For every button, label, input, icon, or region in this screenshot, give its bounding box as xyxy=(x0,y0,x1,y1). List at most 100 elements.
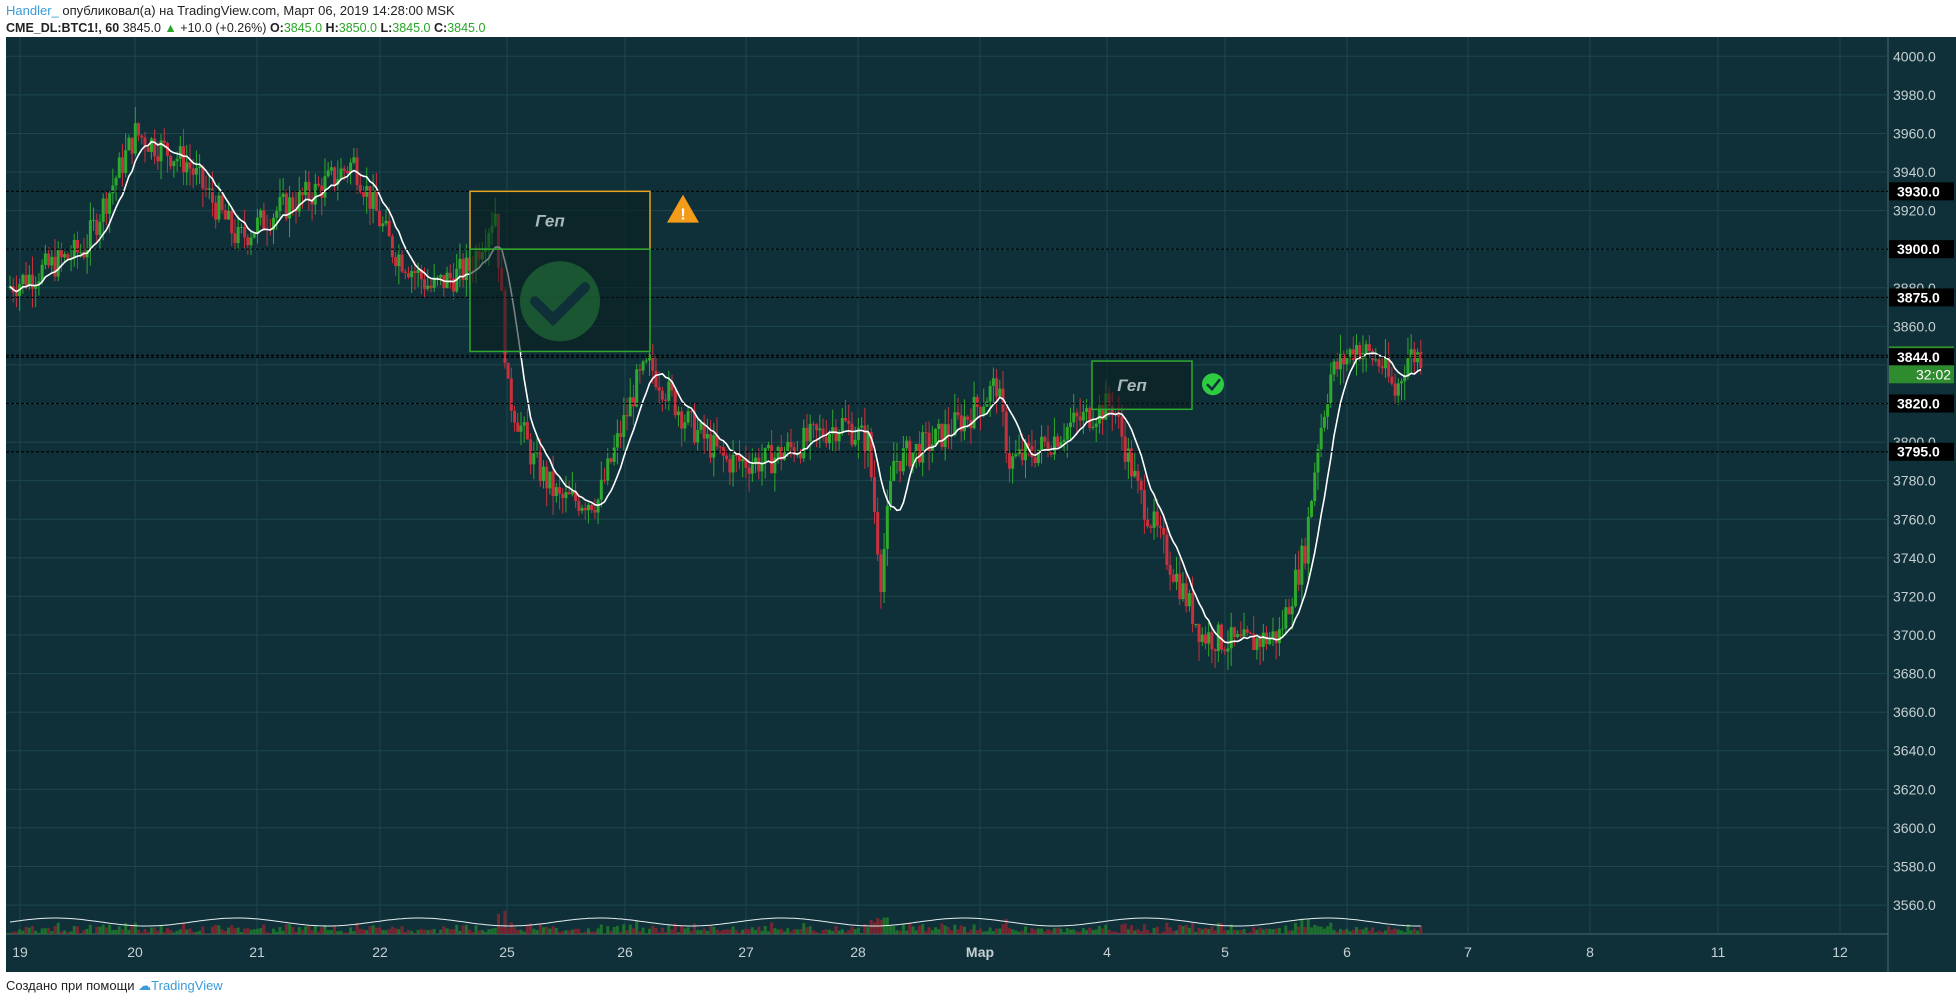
price-change: +10.0 (+0.26%) xyxy=(180,21,267,35)
volume-bar xyxy=(390,926,394,934)
volume-bar xyxy=(1313,924,1317,934)
candle-body xyxy=(1123,436,1127,462)
volume-bar xyxy=(272,928,276,934)
volume-bar xyxy=(178,929,182,934)
candle-body xyxy=(1152,511,1156,528)
volume-bar xyxy=(1390,929,1394,934)
volume-bar xyxy=(423,929,427,934)
volume-bar xyxy=(988,927,992,934)
candle-body xyxy=(323,176,327,198)
candle-body xyxy=(853,439,857,445)
price-level-label: 3795.0 xyxy=(1897,444,1940,460)
candle-body xyxy=(934,428,938,445)
volume-bar xyxy=(429,929,433,934)
volume-bar xyxy=(490,928,494,934)
volume-bar xyxy=(917,925,921,934)
candle-body xyxy=(1268,637,1272,645)
candle-body xyxy=(599,479,603,500)
candle-body xyxy=(1400,381,1404,384)
x-tick-label: 11 xyxy=(1711,944,1726,960)
volume-bar xyxy=(1216,922,1220,934)
volume-bar xyxy=(1155,926,1159,934)
candle-body xyxy=(657,387,661,391)
y-tick-label: 3940.0 xyxy=(1893,164,1936,180)
candle-body xyxy=(689,411,693,413)
candle-body xyxy=(178,146,182,159)
volume-bar xyxy=(291,926,295,934)
candle-body xyxy=(149,138,153,152)
volume-bar xyxy=(185,929,189,934)
tradingview-link[interactable]: TradingView xyxy=(151,978,223,993)
volume-bar xyxy=(329,930,333,934)
x-tick-label: 6 xyxy=(1343,944,1351,960)
candle-body xyxy=(1027,442,1031,447)
candle-body xyxy=(349,162,353,174)
candle-body xyxy=(259,210,263,218)
candle-body xyxy=(1155,511,1159,527)
check-circle-icon xyxy=(520,261,600,342)
candle-body xyxy=(741,459,745,462)
volume-bar xyxy=(1007,928,1011,934)
candle-body xyxy=(1316,449,1320,473)
candle-body xyxy=(1310,501,1314,517)
author-link[interactable]: Handler_ xyxy=(6,3,59,18)
candle-body xyxy=(654,370,658,388)
warning-mark: ! xyxy=(680,207,685,224)
volume-bar xyxy=(937,929,941,934)
candle-body xyxy=(619,433,623,437)
volume-bar xyxy=(731,926,735,934)
volume-bar xyxy=(818,933,822,934)
gap-label: Геп xyxy=(535,211,565,230)
candle-body xyxy=(1213,649,1217,652)
volume-bar xyxy=(577,928,581,934)
volume-bar xyxy=(1004,918,1008,934)
volume-bar xyxy=(448,929,452,934)
candle-body xyxy=(236,226,240,243)
candle-body xyxy=(856,427,860,440)
candle-body xyxy=(1374,359,1378,361)
volume-bar xyxy=(1419,925,1423,934)
volume-bar xyxy=(1236,930,1240,934)
volume-bar xyxy=(75,926,79,934)
volume-bar xyxy=(676,932,680,934)
candle-body xyxy=(866,432,870,452)
volume-bar xyxy=(1239,930,1243,934)
candle-body xyxy=(108,193,112,214)
volume-bar xyxy=(1101,928,1105,934)
volume-bar xyxy=(1261,929,1265,934)
volume-bar xyxy=(1207,928,1211,934)
candle-body xyxy=(927,432,931,452)
volume-bar xyxy=(1097,926,1101,934)
volume-bar xyxy=(921,924,925,934)
candle-body xyxy=(1252,633,1256,650)
volume-bar xyxy=(24,926,28,934)
candle-body xyxy=(895,461,899,463)
volume-bar xyxy=(1056,928,1060,934)
volume-bar xyxy=(1409,930,1413,934)
volume-bar xyxy=(1300,918,1304,934)
volume-bar xyxy=(1383,930,1387,934)
open-label: O: xyxy=(269,21,284,35)
volume-bar xyxy=(175,930,179,934)
candle-body xyxy=(400,254,404,272)
volume-bar xyxy=(1387,926,1391,934)
candle-body xyxy=(1297,569,1301,585)
candle-body xyxy=(718,446,722,448)
candle-body xyxy=(513,410,517,423)
volume-average-line xyxy=(9,917,1421,927)
x-tick-label: 7 xyxy=(1464,944,1472,960)
check-circle-icon xyxy=(1202,373,1224,396)
candle-body xyxy=(1236,634,1240,638)
candle-body xyxy=(1049,451,1053,455)
candle-body xyxy=(1248,632,1252,634)
volume-bar xyxy=(304,926,308,934)
candle-body xyxy=(47,253,51,266)
candle-body xyxy=(255,217,259,233)
volume-bar xyxy=(1310,927,1314,934)
volume-bar xyxy=(455,924,459,934)
volume-bar xyxy=(82,930,86,934)
x-tick-label: 25 xyxy=(499,944,515,960)
volume-bar xyxy=(207,933,211,934)
volume-bar xyxy=(664,932,668,934)
